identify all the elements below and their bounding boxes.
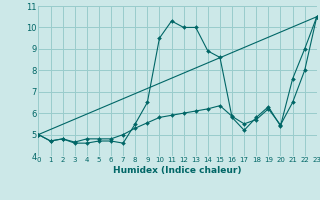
X-axis label: Humidex (Indice chaleur): Humidex (Indice chaleur): [113, 166, 242, 175]
